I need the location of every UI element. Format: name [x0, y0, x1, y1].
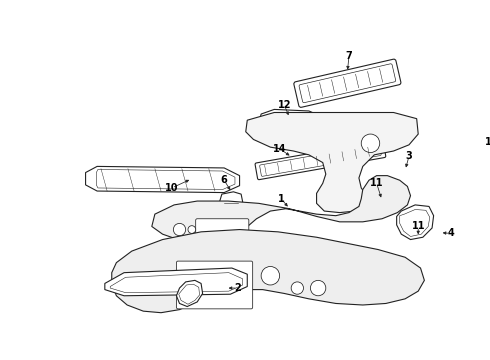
Polygon shape: [86, 166, 240, 193]
Circle shape: [188, 226, 196, 233]
Text: 13: 13: [486, 137, 490, 147]
Polygon shape: [152, 176, 411, 242]
Circle shape: [361, 134, 380, 153]
Circle shape: [173, 223, 186, 236]
Circle shape: [151, 274, 167, 289]
Text: 14: 14: [273, 144, 286, 154]
Polygon shape: [483, 153, 490, 222]
FancyBboxPatch shape: [176, 261, 253, 309]
Polygon shape: [176, 280, 203, 306]
Polygon shape: [467, 253, 490, 282]
Circle shape: [291, 282, 303, 294]
Circle shape: [311, 280, 326, 296]
Polygon shape: [245, 112, 418, 213]
Polygon shape: [397, 205, 434, 239]
Text: 10: 10: [165, 183, 178, 193]
Text: 1: 1: [278, 194, 285, 204]
Text: 12: 12: [277, 100, 291, 110]
FancyBboxPatch shape: [196, 219, 249, 260]
Polygon shape: [258, 109, 338, 139]
Text: 6: 6: [221, 175, 227, 185]
FancyBboxPatch shape: [294, 59, 401, 107]
FancyBboxPatch shape: [255, 141, 386, 180]
Text: 3: 3: [406, 152, 413, 161]
Text: 11: 11: [370, 178, 383, 188]
Text: 7: 7: [345, 51, 352, 61]
Polygon shape: [220, 192, 243, 210]
Text: 4: 4: [447, 228, 454, 238]
Polygon shape: [112, 230, 424, 313]
Polygon shape: [105, 268, 247, 296]
Text: 11: 11: [412, 221, 425, 231]
Text: 2: 2: [235, 283, 242, 293]
Circle shape: [261, 266, 280, 285]
